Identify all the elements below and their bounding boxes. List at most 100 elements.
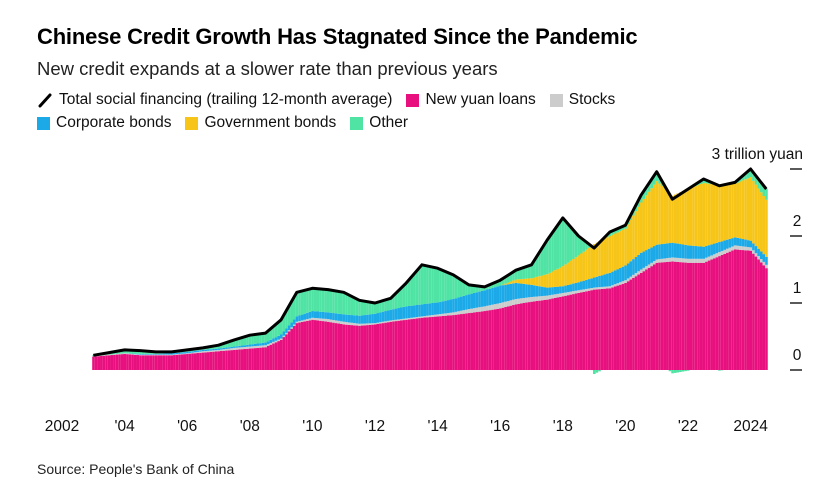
bar-loans — [692, 262, 695, 370]
bar-loans — [629, 279, 633, 370]
bar-other — [428, 266, 432, 304]
bar-stocks — [564, 292, 567, 296]
bar-corporate-bonds — [499, 285, 502, 303]
bar-other — [506, 275, 510, 283]
bar-other — [444, 271, 447, 301]
legend-item-other: Other — [350, 114, 408, 132]
bar-corporate-bonds — [415, 305, 419, 318]
bar-loans — [389, 321, 393, 370]
bar-loans — [131, 354, 134, 370]
bar-stocks — [436, 314, 440, 317]
bar-corporate-bonds — [744, 239, 747, 247]
bar-other — [316, 288, 320, 312]
bar-corporate-bonds — [585, 279, 588, 289]
bar-corporate-bonds — [413, 305, 416, 318]
bar-stocks — [446, 313, 450, 316]
bar-stocks — [266, 344, 270, 346]
bar-stocks — [444, 313, 447, 316]
bar-loans — [183, 354, 187, 370]
bar-loans — [415, 318, 419, 370]
bar-corporate-bonds — [394, 308, 398, 320]
bar-corporate-bonds — [486, 289, 489, 306]
bar-stocks — [420, 316, 424, 318]
bar-loans — [144, 355, 147, 370]
bar-stocks — [697, 258, 700, 263]
bar-corporate-bonds — [170, 353, 174, 355]
bar-loans — [410, 319, 414, 370]
bar-government-bonds — [632, 215, 635, 260]
bar-stocks — [386, 320, 390, 323]
bar-loans — [710, 259, 713, 370]
bar-stocks — [543, 295, 547, 300]
bar-corporate-bonds — [733, 237, 737, 246]
bar-corporate-bonds — [720, 241, 724, 251]
bar-corporate-bonds — [342, 314, 346, 322]
bar-loans — [509, 305, 513, 370]
bar-stocks — [673, 257, 677, 262]
bar-government-bonds — [595, 242, 599, 277]
bar-government-bonds — [746, 178, 750, 241]
bar-loans — [324, 321, 327, 370]
bar-loans — [160, 355, 163, 370]
bar-loans — [251, 348, 254, 370]
bar-other — [681, 370, 685, 372]
bar-loans — [173, 355, 176, 370]
bar-loans — [715, 257, 719, 370]
bar-other — [313, 288, 317, 312]
bar-other — [293, 296, 296, 320]
bar-government-bonds — [707, 183, 711, 246]
bar-loans — [407, 319, 411, 370]
bar-other — [441, 270, 445, 302]
bar-loans — [332, 322, 335, 370]
bar-corporate-bonds — [180, 352, 184, 354]
bar-loans — [527, 302, 531, 370]
bar-loans — [501, 307, 505, 370]
bar-loans — [621, 283, 625, 370]
bar-corporate-bonds — [757, 248, 760, 257]
bar-stocks — [251, 346, 254, 349]
bar-stocks — [133, 354, 137, 355]
bar-corporate-bonds — [193, 350, 197, 353]
bar-stocks — [115, 353, 119, 355]
legend-row-2: Corporate bonds Government bonds Other — [37, 114, 422, 132]
bar-government-bonds — [504, 283, 507, 285]
bar-corporate-bonds — [233, 346, 236, 348]
bar-government-bonds — [723, 184, 727, 241]
bar-stocks — [754, 253, 758, 257]
bar-stocks — [663, 258, 667, 263]
bar-corporate-bonds — [658, 244, 661, 260]
bar-loans — [540, 300, 544, 370]
bar-government-bonds — [572, 259, 575, 284]
bar-other — [253, 334, 257, 344]
bar-government-bonds — [593, 244, 596, 278]
bar-loans — [358, 325, 361, 370]
bar-loans — [381, 323, 385, 370]
bar-corporate-bonds — [311, 311, 314, 318]
bar-loans — [193, 353, 197, 370]
bar-loans — [180, 354, 184, 370]
bar-stocks — [402, 318, 406, 321]
bar-corporate-bonds — [514, 282, 518, 299]
bar-stocks — [113, 354, 116, 355]
bar-stocks — [514, 298, 518, 305]
bar-other — [637, 200, 640, 207]
bar-corporate-bonds — [191, 351, 194, 353]
bar-government-bonds — [577, 255, 580, 283]
bar-government-bonds — [673, 194, 677, 244]
bar-loans — [454, 314, 458, 370]
bar-loans — [162, 355, 166, 370]
bar-corporate-bonds — [546, 287, 549, 296]
bar-government-bonds — [637, 206, 640, 255]
bar-other — [752, 172, 755, 181]
bar-corporate-bonds — [217, 348, 220, 350]
bar-loans — [478, 311, 481, 370]
bar-corporate-bonds — [266, 341, 270, 345]
bar-other — [579, 238, 583, 254]
bar-government-bonds — [559, 267, 562, 287]
bar-stocks — [131, 353, 134, 355]
bar-stocks — [342, 321, 346, 325]
bar-government-bonds — [692, 186, 695, 246]
bar-loans — [582, 291, 586, 370]
bar-stocks — [227, 348, 231, 351]
bar-corporate-bonds — [728, 238, 732, 248]
